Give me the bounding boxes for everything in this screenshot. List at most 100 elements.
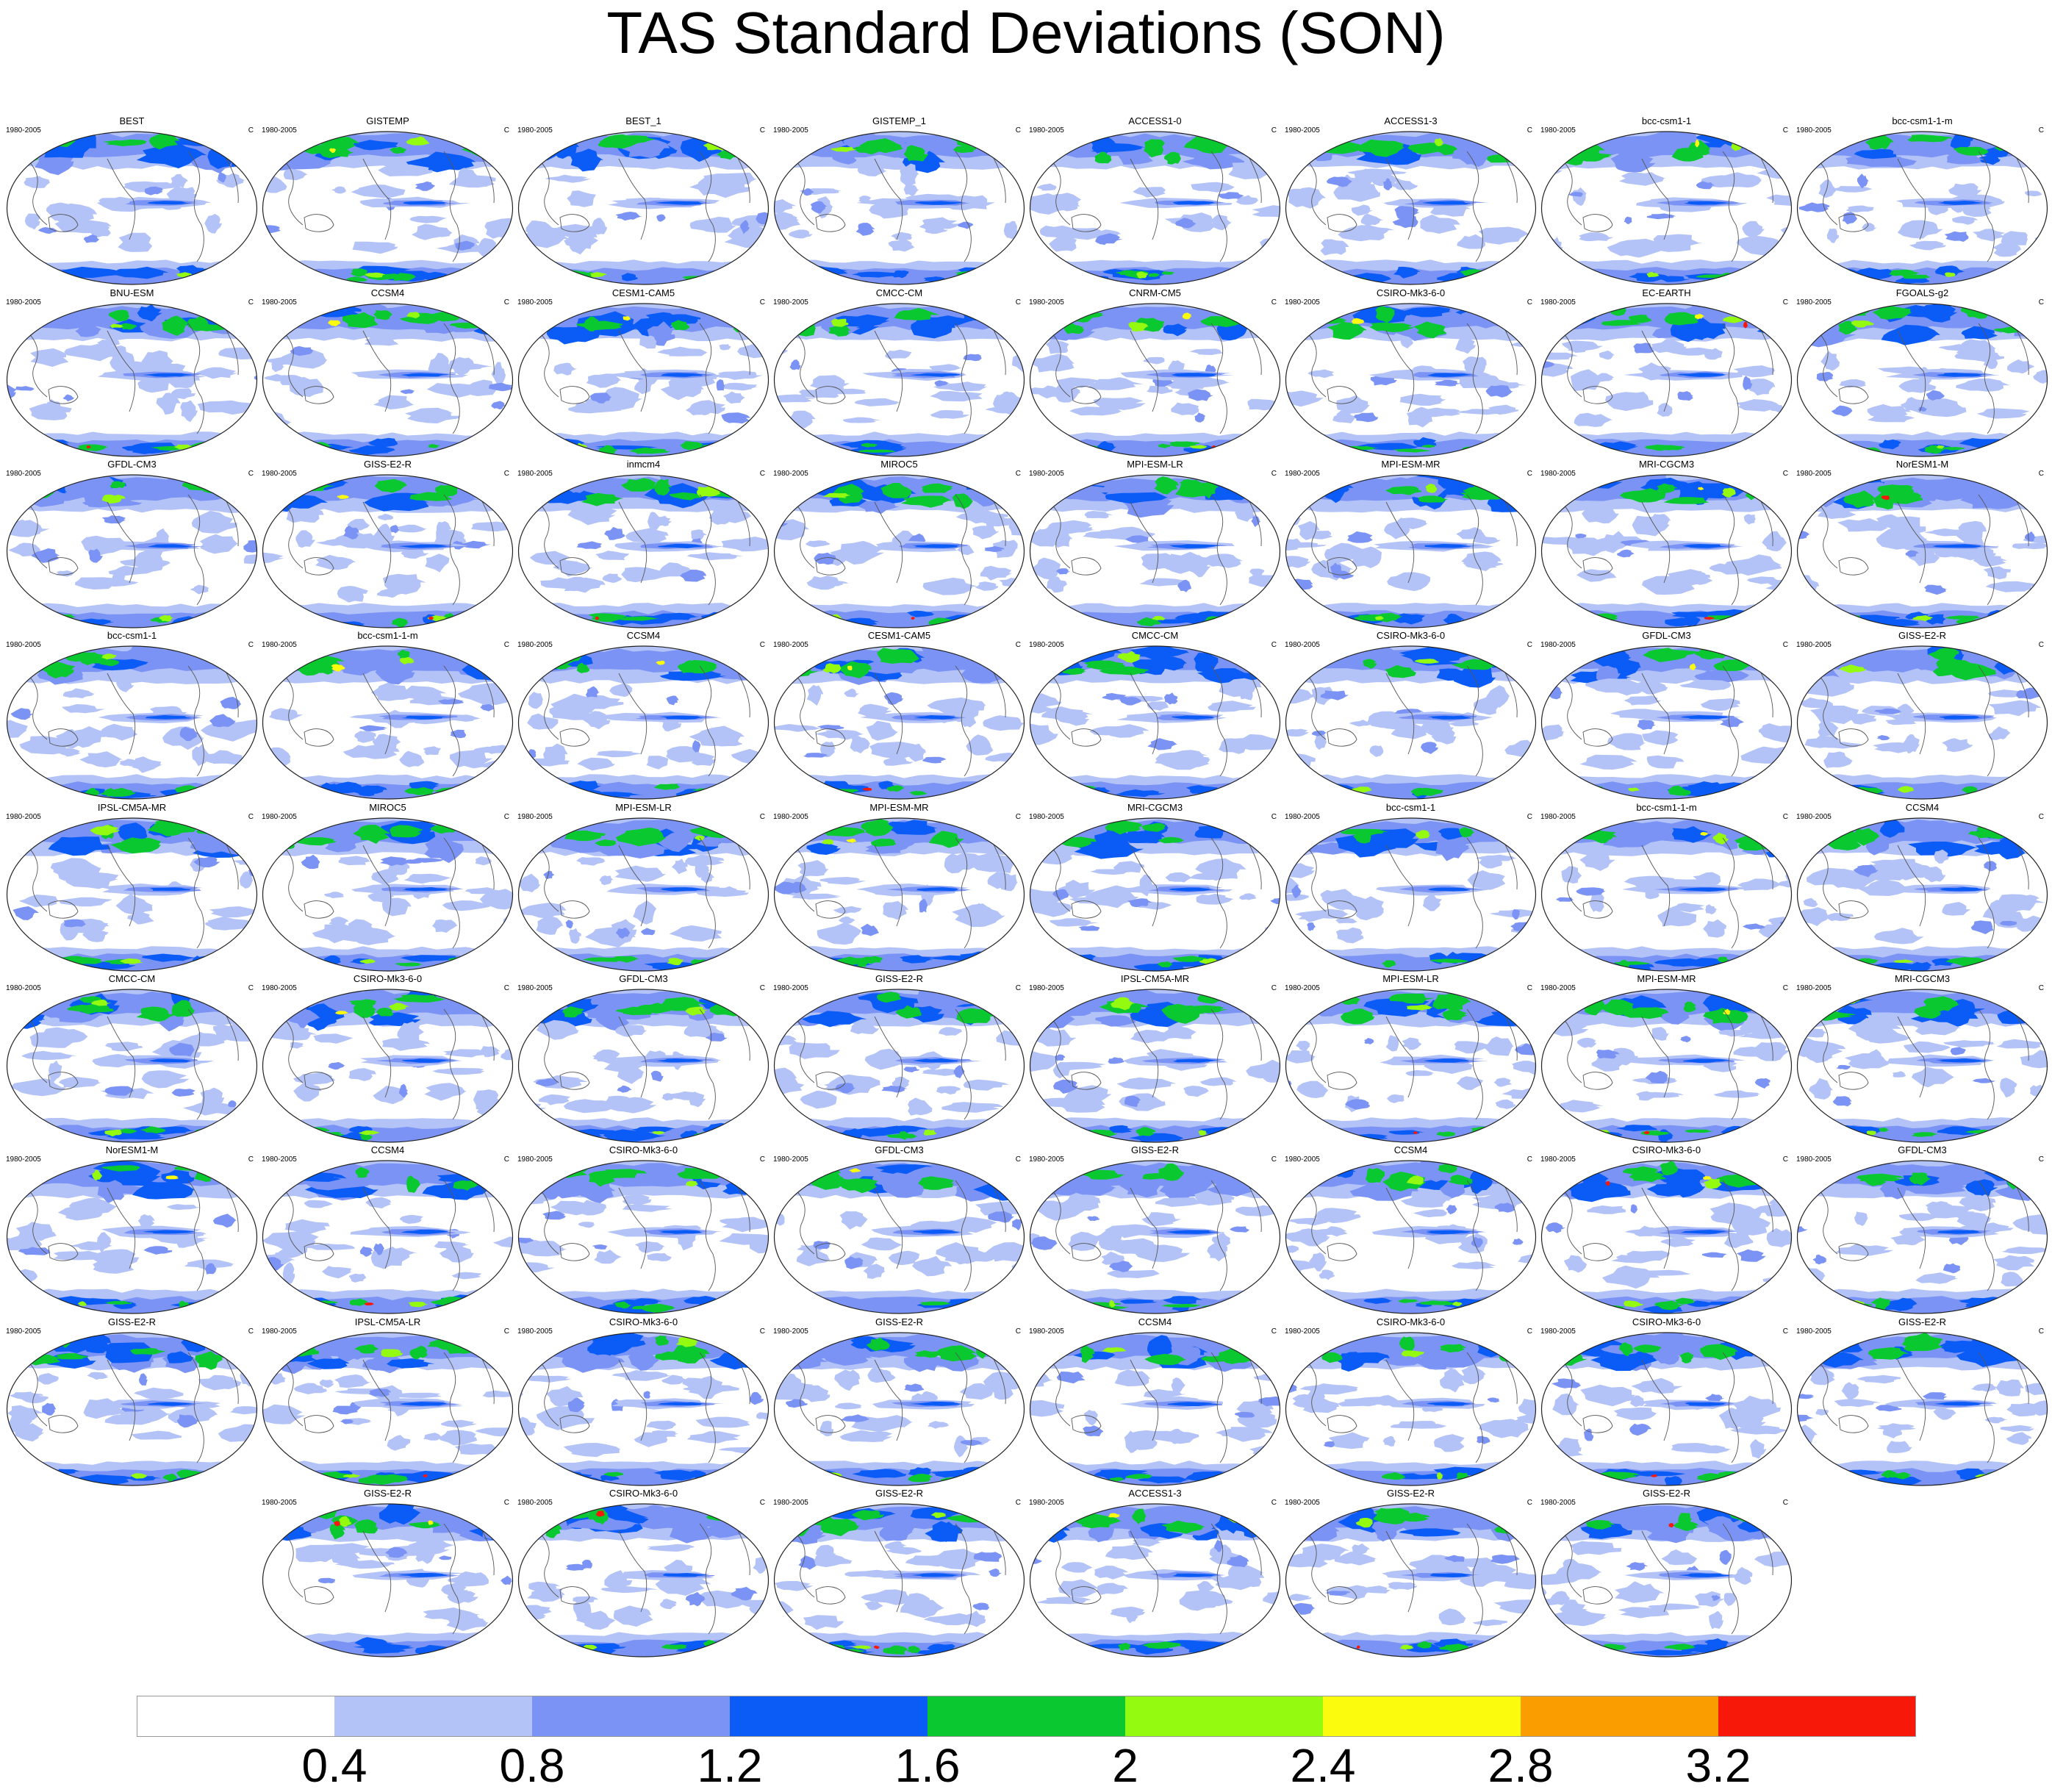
map-field: [262, 645, 514, 800]
panel-title: MPI-ESM-MR: [1637, 973, 1696, 984]
map-field: [262, 1160, 514, 1314]
panel-period: 1980-2005: [1285, 126, 1320, 135]
panel-title: BEST_1: [625, 115, 661, 126]
panel-title: CCSM4: [1138, 1316, 1172, 1327]
map-field: [1029, 645, 1281, 800]
panel-period: 1980-2005: [6, 126, 41, 135]
panel-units: C: [1782, 984, 1788, 992]
panel-period: 1980-2005: [262, 1327, 297, 1336]
panel-period: 1980-2005: [1285, 470, 1320, 478]
panel-title: BEST: [119, 115, 145, 126]
panel-period: 1980-2005: [1029, 984, 1064, 992]
colorbar-segment: [334, 1696, 533, 1737]
panel-title: CSIRO-Mk3-6-0: [609, 1316, 678, 1327]
panel-period: 1980-2005: [1796, 813, 1832, 821]
map-panel: CSIRO-Mk3-6-0 1980-2005 C: [1539, 1145, 1794, 1316]
panel-title: CCSM4: [626, 630, 661, 641]
panel-title: CSIRO-Mk3-6-0: [1632, 1144, 1701, 1155]
panel-title: GFDL-CM3: [619, 973, 668, 984]
map-panel: MRI-CGCM3 1980-2005 C: [1795, 974, 2050, 1144]
panel-units: C: [1527, 641, 1532, 649]
map-field: [517, 474, 770, 628]
colorbar-segment: [137, 1696, 335, 1737]
panel-period: 1980-2005: [1285, 1327, 1320, 1336]
map-panel: NorESM1-M 1980-2005 C: [1795, 459, 2050, 630]
panel-units: C: [759, 1499, 765, 1507]
panel-units: C: [1271, 1499, 1277, 1507]
panel-units: C: [2038, 470, 2044, 478]
map-field: [773, 989, 1025, 1143]
map-field: [517, 817, 770, 972]
panel-period: 1980-2005: [517, 1499, 553, 1507]
colorbar-tick-label: 2: [1112, 1739, 1138, 1792]
map-field: [262, 989, 514, 1143]
panel-title: CMCC-CM: [1131, 630, 1179, 641]
map-panel: GISS-E2-R 1980-2005 C: [772, 1317, 1027, 1488]
colorbar-segment: [1521, 1696, 1719, 1737]
panel-units: C: [1015, 813, 1021, 821]
panel-title: CSIRO-Mk3-6-0: [353, 973, 423, 984]
panel-units: C: [248, 641, 254, 649]
map-field: [773, 645, 1025, 800]
map-field: [1796, 989, 2048, 1143]
map-panel: GISS-E2-R 1980-2005 C: [1795, 1317, 2050, 1488]
panel-title: MPI-ESM-LR: [615, 802, 672, 813]
panel-units: C: [1271, 1155, 1277, 1164]
panel-title: ACCESS1-3: [1128, 1488, 1182, 1499]
panel-period: 1980-2005: [6, 1155, 41, 1164]
map-panel: MPI-ESM-MR 1980-2005 C: [772, 803, 1027, 973]
panel-units: C: [1782, 126, 1788, 135]
panel-period: 1980-2005: [1540, 984, 1576, 992]
panel-units: C: [248, 1155, 254, 1164]
panel-title: CMCC-CM: [108, 973, 156, 984]
map-panel: CESM1-CAM5 1980-2005 C: [516, 288, 771, 459]
panel-units: C: [1015, 126, 1021, 135]
colorbar-tick-label: 2.8: [1488, 1739, 1554, 1792]
map-panel: MRI-CGCM3 1980-2005 C: [1539, 459, 1794, 630]
map-field: [6, 131, 258, 285]
map-field: [517, 1503, 770, 1657]
map-panel: CCSM4 1980-2005 C: [516, 631, 771, 801]
panel-period: 1980-2005: [517, 813, 553, 821]
panel-title: GISS-E2-R: [1130, 1144, 1179, 1155]
panel-title: BNU-ESM: [110, 287, 154, 298]
map-field: [1285, 303, 1537, 457]
map-field: [517, 303, 770, 457]
panel-units: C: [503, 1499, 509, 1507]
panel-period: 1980-2005: [517, 984, 553, 992]
panel-title: IPSL-CM5A-MR: [97, 802, 167, 813]
panel-title: CESM1-CAM5: [611, 287, 675, 298]
panel-units: C: [1527, 1499, 1532, 1507]
colorbar-tick-label: 1.6: [894, 1739, 961, 1792]
map-panel: GISS-E2-R 1980-2005 C: [1539, 1488, 1794, 1659]
panel-period: 1980-2005: [262, 1155, 297, 1164]
map-panel: MPI-ESM-LR 1980-2005 C: [1027, 459, 1282, 630]
panel-period: 1980-2005: [6, 984, 41, 992]
map-panel: CSIRO-Mk3-6-0 1980-2005 C: [1539, 1317, 1794, 1488]
panel-units: C: [759, 641, 765, 649]
panel-units: C: [248, 470, 254, 478]
panel-title: GFDL-CM3: [1898, 1144, 1947, 1155]
panel-title: GISS-E2-R: [107, 1316, 156, 1327]
map-panel: MIROC5 1980-2005 C: [260, 803, 515, 973]
panel-period: 1980-2005: [1285, 1155, 1320, 1164]
panel-period: 1980-2005: [773, 1327, 808, 1336]
panel-title: MRI-CGCM3: [1127, 802, 1183, 813]
panel-units: C: [248, 126, 254, 135]
panel-title: CESM1-CAM5: [867, 630, 931, 641]
map-field: [6, 303, 258, 457]
colorbar-tick-label: 3.2: [1685, 1739, 1751, 1792]
map-field: [517, 645, 770, 800]
panel-units: C: [1015, 1499, 1021, 1507]
panel-units: C: [1527, 470, 1532, 478]
map-field: [773, 1503, 1025, 1657]
panel-title: MRI-CGCM3: [1894, 973, 1951, 984]
panel-units: C: [1782, 1327, 1788, 1336]
map-panel: ACCESS1-0 1980-2005 C: [1027, 116, 1282, 287]
map-panel: IPSL-CM5A-MR 1980-2005 C: [1027, 974, 1282, 1144]
colorbar-tick-label: 1.2: [697, 1739, 763, 1792]
colorbar-tick-label: 0.4: [301, 1739, 367, 1792]
panel-title: IPSL-CM5A-MR: [1120, 973, 1190, 984]
panel-units: C: [2038, 298, 2044, 307]
panel-units: C: [1015, 641, 1021, 649]
